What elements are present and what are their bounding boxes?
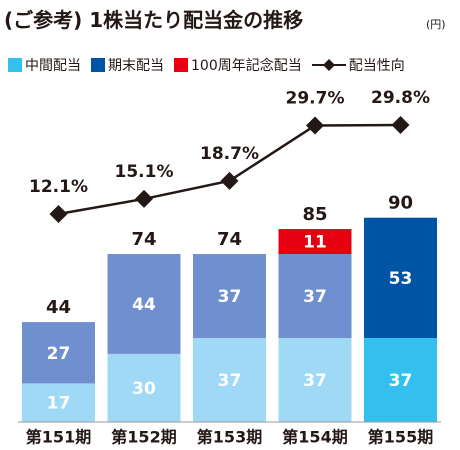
legend-swatch-interim [8, 58, 22, 72]
bar-segment [107, 353, 181, 422]
payout-ratio-marker [49, 205, 68, 223]
legend-item-year-end: 期末配当 [91, 55, 164, 75]
legend-label-payout-ratio: 配当性向 [348, 58, 405, 74]
bar-value-label: 37 [303, 371, 327, 391]
payout-ratio-label: 15.1% [115, 162, 174, 182]
category-label: 第152期 [111, 428, 176, 447]
payout-ratio-marker [306, 116, 324, 135]
payout-ratio-marker [135, 189, 153, 208]
payout-ratio-label: 29.7% [286, 89, 345, 109]
legend-swatch-commemorative [174, 58, 188, 72]
bar-segment [364, 338, 437, 422]
bar-total-label: 74 [217, 229, 242, 250]
payout-ratio-label: 18.7% [200, 144, 259, 164]
legend-line-diamond-icon [311, 59, 346, 71]
bar-segment [278, 254, 352, 339]
unit-label: (円) [426, 18, 446, 31]
bar-value-label: 11 [303, 233, 327, 253]
bar-segment [193, 254, 266, 339]
category-label: 第154期 [282, 428, 347, 447]
legend-label-interim: 中間配当 [25, 58, 81, 74]
bar-segment [107, 254, 181, 354]
chart-title: (ご参考) 1株当たり配当金の推移 [4, 8, 304, 32]
bar-segment [193, 338, 266, 422]
bar-value-label: 37 [218, 287, 242, 307]
payout-ratio-label: 29.8% [371, 88, 430, 108]
bar-value-label: 17 [47, 394, 71, 414]
legend-item-payout-ratio: 配当性向 [311, 55, 405, 75]
payout-ratio-label: 12.1% [29, 177, 88, 197]
bar-total-label: 85 [302, 204, 327, 225]
legend: 中間配当 期末配当 100周年記念配当 配当性向 [8, 54, 415, 76]
bar-segment [22, 322, 95, 384]
bar-segment [278, 338, 352, 422]
bar-total-label: 44 [46, 297, 71, 318]
bar-value-label: 27 [47, 344, 71, 364]
legend-label-year-end: 期末配当 [108, 58, 164, 74]
category-label: 第151期 [26, 428, 91, 447]
bar-value-label: 30 [132, 379, 156, 399]
bar-segment [364, 217, 437, 339]
bar-segment [278, 229, 352, 255]
bar-value-label: 53 [389, 269, 413, 289]
category-label: 第155期 [368, 428, 433, 447]
bar-value-label: 37 [303, 287, 327, 307]
payout-ratio-marker [220, 171, 239, 190]
payout-ratio-line [58, 123, 401, 216]
legend-label-commemorative: 100周年記念配当 [191, 58, 302, 74]
legend-item-commemorative: 100周年記念配当 [174, 55, 302, 75]
legend-swatch-year-end [91, 58, 105, 72]
bar-segment [22, 383, 95, 422]
bar-value-label: 44 [132, 295, 156, 315]
payout-ratio-marker [391, 116, 410, 134]
bar-value-label: 37 [218, 371, 242, 391]
legend-item-interim: 中間配当 [8, 55, 81, 75]
bar-total-label: 90 [388, 193, 413, 214]
category-label: 第153期 [197, 428, 262, 447]
bar-total-label: 74 [131, 229, 156, 250]
bar-value-label: 37 [389, 371, 413, 391]
